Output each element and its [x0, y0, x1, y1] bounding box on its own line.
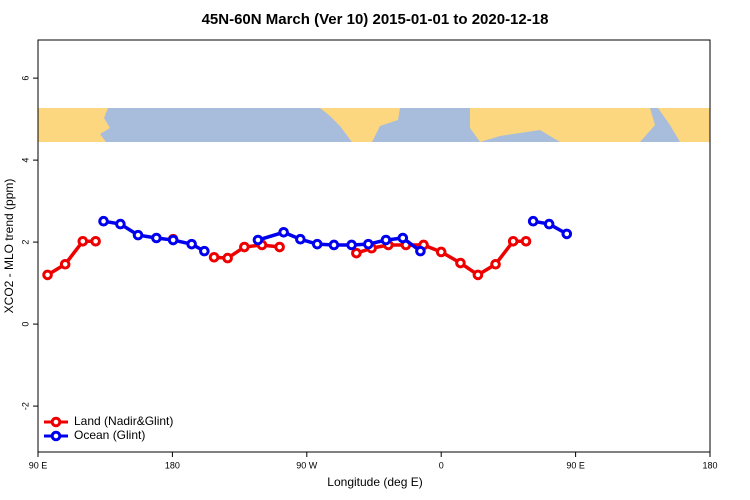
x-tick-label: 90 W: [296, 460, 318, 470]
data-point: [167, 234, 179, 246]
data-point: [77, 235, 89, 247]
legend-label: Land (Nadir&Glint): [74, 414, 173, 428]
data-point: [490, 258, 501, 270]
data-point: [186, 238, 197, 250]
map-strip: [38, 108, 710, 142]
data-point: [42, 269, 53, 281]
data-point: [274, 241, 285, 253]
data-point: [98, 215, 109, 227]
data-point: [239, 241, 250, 253]
chart-title: 45N-60N March (Ver 10) 2015-01-01 to 202…: [202, 11, 549, 28]
legend-marker: [50, 430, 62, 442]
data-point: [278, 226, 289, 238]
data-point: [397, 232, 409, 244]
legend-marker: [50, 416, 62, 428]
y-tick-label: 6: [20, 76, 30, 81]
data-point: [199, 245, 210, 257]
data-point: [151, 232, 162, 244]
data-point: [311, 238, 323, 250]
x-tick-label: 180: [165, 460, 180, 470]
data-point: [295, 233, 306, 245]
data-point: [455, 257, 466, 269]
plot-frame: [37, 39, 711, 453]
y-tick-label: 4: [20, 158, 30, 163]
y-axis-label: XCO2 - MLO trend (ppm): [2, 179, 16, 314]
data-point: [435, 246, 447, 258]
data-point: [527, 215, 539, 227]
data-point: [208, 251, 220, 263]
data-point: [132, 229, 144, 241]
legend-label: Ocean (Glint): [74, 428, 145, 442]
data-point: [351, 247, 362, 259]
data-point: [380, 234, 392, 246]
data-point: [115, 218, 126, 230]
series-line: [46, 239, 527, 277]
x-tick-label: 0: [439, 460, 444, 470]
x-tick-label: 90 E: [566, 460, 585, 470]
data-point: [90, 235, 101, 247]
data-point: [363, 238, 374, 250]
data-point: [252, 234, 264, 246]
data-point: [328, 239, 340, 251]
data-point: [520, 235, 532, 247]
y-tick-label: 2: [20, 240, 30, 245]
data-point: [561, 228, 573, 240]
data-point: [222, 252, 233, 264]
data-point: [472, 269, 484, 281]
data-point: [543, 218, 555, 230]
data-point: [507, 235, 519, 247]
x-axis-label: Longitude (deg E): [327, 475, 422, 489]
y-tick-label: -2: [20, 402, 30, 410]
data-point: [346, 239, 357, 251]
x-tick-label: 180: [702, 460, 717, 470]
data-point: [415, 245, 426, 257]
y-tick-label: 0: [20, 322, 30, 327]
data-point: [59, 258, 71, 270]
x-tick-label: 90 E: [29, 460, 48, 470]
